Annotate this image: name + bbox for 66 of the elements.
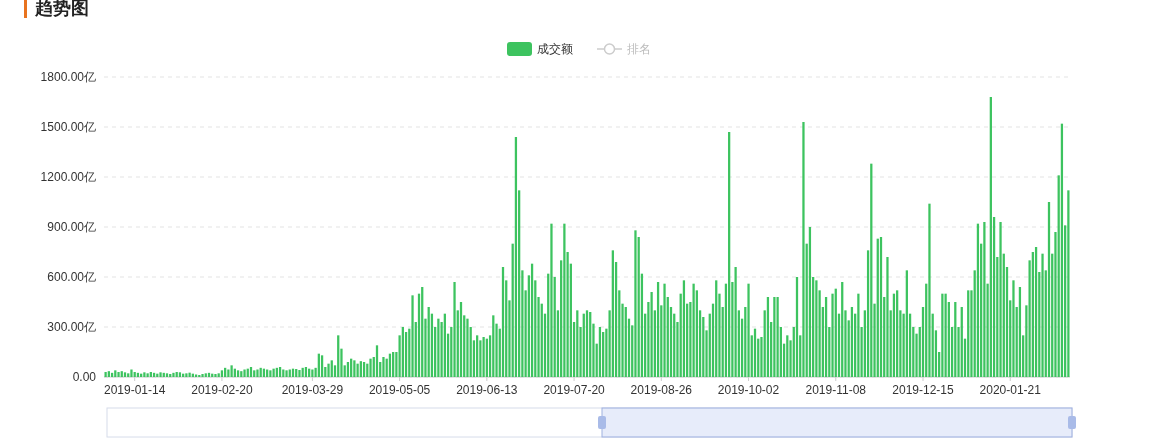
bar	[453, 282, 456, 377]
bar	[983, 222, 986, 377]
bar	[663, 283, 666, 377]
bar	[944, 293, 947, 377]
bar	[802, 122, 805, 377]
x-tick-label: 2019-05-05	[368, 383, 431, 397]
bar	[253, 370, 256, 377]
y-tick-label: 1500.00亿	[40, 120, 96, 135]
bar	[178, 372, 182, 377]
y-tick-label: 900.00亿	[47, 220, 96, 235]
bar	[107, 371, 110, 377]
bar	[149, 372, 152, 377]
bar	[550, 223, 553, 377]
x-tick-label: 2019-06-13	[456, 383, 518, 397]
legend-label: 排名	[627, 42, 651, 57]
y-tick-label: 300.00亿	[47, 320, 96, 335]
bar	[776, 297, 779, 377]
x-tick-label: 2019-01-14	[104, 383, 166, 397]
bar	[104, 372, 107, 377]
y-tick-label: 0.00	[72, 370, 97, 385]
bar	[1067, 190, 1070, 377]
x-tick-label: 2019-03-29	[281, 383, 344, 397]
bar	[734, 267, 737, 377]
x-tick-label: 2019-11-08	[805, 383, 867, 397]
bar	[120, 371, 123, 377]
bar	[217, 373, 220, 377]
bar	[165, 373, 169, 377]
y-tick-label: 1800.00亿	[40, 70, 96, 85]
bar	[437, 318, 440, 377]
x-tick-label: 2019-07-20	[543, 383, 606, 397]
bar	[1012, 280, 1015, 377]
bar	[831, 293, 834, 377]
bar	[117, 372, 120, 377]
bar	[634, 230, 637, 377]
bar	[1041, 253, 1044, 377]
bar	[941, 293, 944, 377]
bar	[857, 293, 860, 377]
bar	[220, 370, 224, 377]
x-tick-label: 2019-08-26	[630, 383, 693, 397]
bar	[127, 373, 130, 377]
bar	[320, 355, 324, 377]
bar	[123, 372, 127, 377]
bar	[411, 295, 414, 377]
bar	[175, 372, 178, 377]
y-tick-label: 1200.00亿	[40, 170, 96, 185]
bar	[692, 283, 695, 377]
bar	[204, 373, 207, 377]
x-tick-label: 2019-12-15	[892, 383, 955, 397]
x-tick-label: 2019-10-02	[717, 383, 780, 397]
bar	[130, 369, 133, 377]
x-tick-label: 2020-01-21	[979, 383, 1042, 397]
bar	[999, 222, 1002, 377]
bar	[236, 370, 240, 377]
bar	[146, 373, 149, 377]
bar	[133, 372, 136, 377]
y-tick-label: 600.00亿	[47, 270, 96, 285]
bar	[563, 223, 566, 377]
bar	[886, 257, 889, 377]
x-tick-label: 2019-02-20	[191, 383, 253, 397]
bar	[114, 370, 117, 377]
bar	[773, 297, 776, 377]
bar	[650, 292, 653, 377]
bar	[240, 371, 243, 377]
bar	[928, 203, 931, 377]
bar	[747, 283, 750, 377]
legend-label: 成交额	[537, 42, 573, 57]
